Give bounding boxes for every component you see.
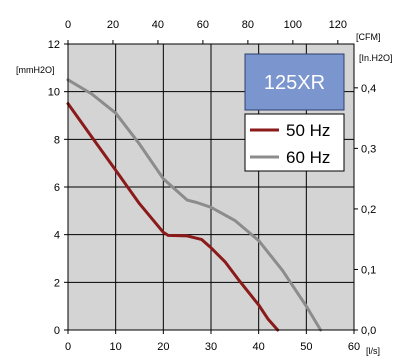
y-left-tick-label: 0 (54, 325, 60, 337)
legend-box (244, 113, 345, 172)
y-left-tick-label: 8 (54, 134, 60, 146)
x-top-unit: [CFM] (356, 32, 381, 42)
y-left-tick-label: 6 (54, 182, 60, 194)
series-line-50hz (66, 102, 280, 332)
y-left-tick-label: 2 (54, 277, 60, 289)
y-right-tick-label: 0,0 (361, 325, 376, 337)
y-left-tick-label: 4 (54, 230, 60, 242)
curves (66, 78, 323, 332)
y-right-tick-label: 0,1 (361, 264, 376, 276)
x-bottom-unit: [l/s] (366, 346, 380, 356)
legend-label-50hz: 50 Hz (286, 121, 330, 140)
series-line-60hz (66, 78, 323, 332)
x-top-tick-label: 20 (107, 19, 119, 31)
x-top-tick-label: 40 (152, 19, 164, 31)
x-top-tick-label: 0 (65, 19, 71, 31)
y-right-tick-label: 0,3 (361, 143, 376, 155)
x-bottom-tick-label: 60 (348, 341, 360, 353)
y-left-tick-label: 10 (48, 87, 60, 99)
y-left-unit: [mmH2O] (16, 65, 55, 75)
y-right-tick-label: 0,4 (361, 83, 376, 95)
x-bottom-tick-label: 20 (157, 341, 169, 353)
model-badge: 125XR (244, 53, 345, 111)
x-bottom-tick-label: 30 (205, 341, 217, 353)
y-left-tick-label: 12 (48, 39, 60, 51)
x-bottom-tick-label: 0 (65, 341, 71, 353)
x-top-tick-label: 120 (329, 19, 347, 31)
tick-labels: 0 10 20 30 40 50 60 0 20 40 60 80 100 120 0 2 4 6 8 10 12 0,0… (48, 19, 377, 353)
legend-label-60hz: 60 Hz (286, 148, 330, 167)
x-top-tick-label: 80 (242, 19, 254, 31)
legend: 50 Hz 60 Hz (244, 113, 345, 172)
x-bottom-tick-label: 10 (110, 341, 122, 353)
y-right-unit: [In.H2O] (359, 53, 393, 63)
y-right-tick-label: 0,2 (361, 204, 376, 216)
x-top-tick-label: 60 (197, 19, 209, 31)
x-top-tick-label: 100 (284, 19, 302, 31)
x-bottom-tick-label: 40 (253, 341, 265, 353)
plot-frame (67, 43, 355, 331)
model-badge-box (244, 53, 345, 111)
chart-title: 125XR (264, 72, 325, 94)
x-bottom-tick-label: 50 (300, 341, 312, 353)
